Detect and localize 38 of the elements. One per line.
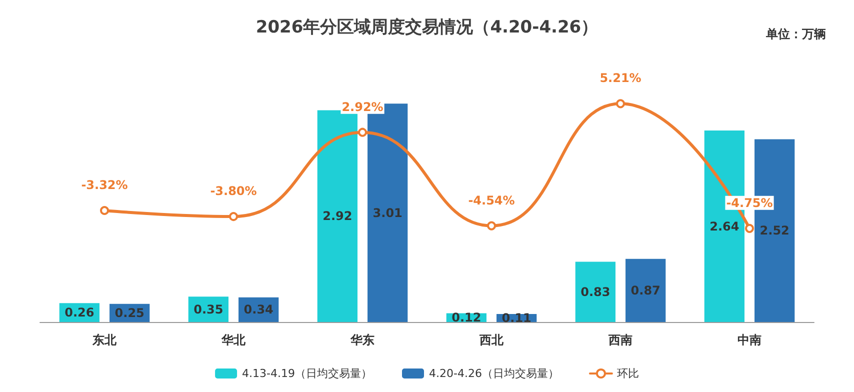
x-tick-label: 华东 [350,333,374,347]
data-label: 0.11 [502,311,532,326]
data-label: 5.21% [600,71,642,86]
bar [317,110,358,322]
data-label: 2.52 [760,224,790,238]
x-tick-label: 中南 [738,333,762,347]
bar [626,258,666,322]
text: 单位：万辆 [765,27,826,41]
data-label: 0.26 [64,306,94,320]
data-label: -4.75% [726,196,773,210]
data-label: 0.34 [244,302,274,317]
legend-label: 4.20-4.26（日均交易量） [429,367,559,380]
data-label: 0.12 [452,310,482,325]
data-label: 0.87 [630,283,660,298]
data-label: 0.83 [580,284,610,299]
x-tick-label: 西南 [608,333,632,347]
x-tick-label: 西北 [478,333,504,347]
point [487,221,496,230]
point [358,128,367,137]
data-label: 2.92% [342,100,384,114]
data-label: 2.64 [710,219,740,234]
data-label: 2.92 [322,209,352,224]
data-label: 0.35 [194,302,224,316]
point [616,99,625,108]
point [229,212,238,222]
legend-label: 4.13-4.19（日均交易量） [242,367,372,380]
x-tick-label: 东北 [92,333,118,347]
chart-title: 2026年分区域周度交易情况（4.20-4.26） [256,18,598,38]
data-label: 3.01 [372,206,402,220]
bar [575,262,616,322]
data-label: 0.25 [114,306,144,320]
data-label: -3.32% [81,178,128,192]
legend-label: 环比 [616,367,639,380]
point [745,224,754,233]
point [100,206,109,216]
x-tick-label: 华北 [220,333,246,347]
data-label: -4.54% [468,193,515,208]
data-label: -3.80% [210,184,257,198]
